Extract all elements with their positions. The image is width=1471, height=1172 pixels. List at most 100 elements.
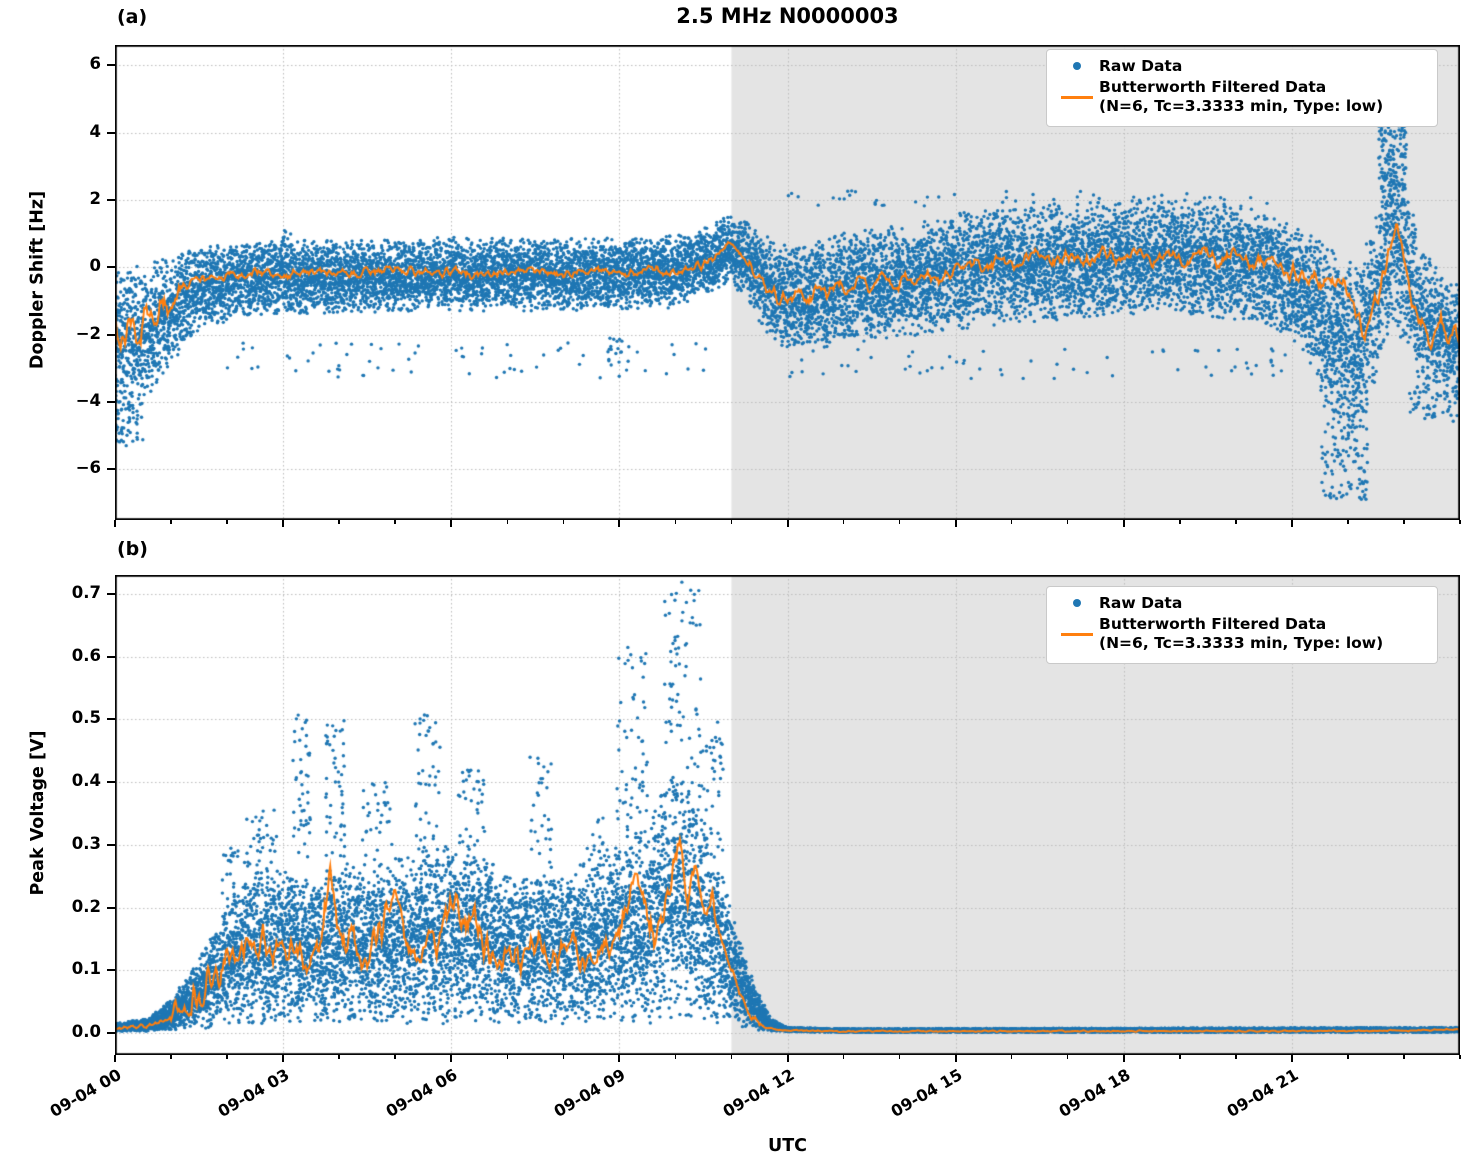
y-tick-mark [107,718,115,721]
y-tick-label: −6 [75,458,101,478]
y-tick-mark [107,266,115,269]
x-minor-tick-mark [338,520,340,524]
x-tick-mark [114,520,116,527]
y-tick-label: 0.2 [71,896,101,916]
legend-raw-data-entry: Raw Data [1055,594,1423,612]
y-tick-label: 0.6 [71,645,101,665]
x-tick-mark [954,520,957,527]
filtered-line-icon [1061,95,1093,99]
x-tick-mark [618,520,621,527]
x-minor-tick-mark [1347,520,1349,524]
x-minor-tick-mark [674,520,677,524]
x-minor-tick-mark [1459,1055,1461,1059]
y-tick-mark [107,131,115,134]
y-tick-label: 0.4 [71,771,101,791]
y-tick-mark [107,592,115,595]
legend-raw-data-label: Raw Data [1099,57,1183,75]
x-minor-tick-mark [1010,520,1013,524]
y-tick-label: −2 [75,323,101,343]
x-minor-tick-mark [1235,1055,1237,1059]
filtered-line-icon [1061,632,1093,636]
legend-filtered-label-line1: Butterworth Filtered Data [1099,78,1327,96]
x-minor-tick-mark [226,520,228,524]
y-tick-mark [107,468,115,471]
x-minor-tick-mark [1010,1055,1013,1059]
x-minor-tick-mark [1347,1055,1349,1059]
raw-data-marker-cell [1055,62,1099,70]
x-minor-tick-mark [1179,1055,1181,1059]
y-tick-mark [107,64,115,67]
x-tick-mark [282,520,285,527]
x-minor-tick-mark [170,1055,172,1059]
panel-a-label: (a) [117,6,148,28]
x-minor-tick-mark [1403,520,1405,524]
x-minor-tick-mark [338,1055,340,1059]
x-tick-mark [786,520,789,527]
figure-title: 2.5 MHz N0000003 [676,4,899,28]
y-tick-mark [107,781,115,784]
x-minor-tick-mark [898,520,901,524]
x-minor-tick-mark [730,1055,733,1059]
y-tick-mark [107,1032,115,1035]
x-tick-mark [450,1055,453,1062]
y-tick-label: 6 [89,54,101,74]
x-tick-mark [114,1055,116,1062]
x-tick-mark [1122,1055,1125,1062]
panel-b-label: (b) [117,538,148,560]
raw-data-dot-icon [1073,62,1081,70]
legend-filtered-entry: Butterworth Filtered Data (N=6, Tc=3.333… [1055,615,1423,654]
x-minor-tick-mark [562,520,565,524]
x-minor-tick-mark [562,1055,565,1059]
x-minor-tick-mark [730,520,733,524]
x-tick-mark [1290,1055,1293,1062]
y-tick-mark [107,969,115,972]
x-axis-label: UTC [768,1136,807,1156]
x-minor-tick-mark [1459,520,1461,524]
y-tick-mark [107,843,115,846]
y-tick-mark [107,333,115,336]
x-tick-mark [1290,520,1293,527]
x-minor-tick-mark [1179,520,1181,524]
x-minor-tick-mark [1066,1055,1069,1059]
y-tick-label: 0.0 [71,1022,101,1042]
x-minor-tick-mark [394,1055,396,1059]
legend-filtered-label-line1: Butterworth Filtered Data [1099,615,1327,633]
x-minor-tick-mark [1066,520,1069,524]
y-tick-label: 0 [89,256,101,276]
x-minor-tick-mark [1235,520,1237,524]
y-tick-label: −4 [75,391,101,411]
x-minor-tick-mark [226,1055,228,1059]
legend-filtered-label-line2: (N=6, Tc=3.3333 min, Type: low) [1099,97,1384,116]
y-tick-label: 0.5 [71,708,101,728]
x-tick-mark [618,1055,621,1062]
y-tick-mark [107,401,115,404]
x-minor-tick-mark [898,1055,901,1059]
y-tick-label: 2 [89,188,101,208]
y-tick-label: 0.7 [71,582,101,602]
legend-filtered-label-line2: (N=6, Tc=3.3333 min, Type: low) [1099,634,1384,653]
raw-data-dot-icon [1073,599,1081,607]
legend-filtered-entry: Butterworth Filtered Data (N=6, Tc=3.333… [1055,78,1423,117]
x-minor-tick-mark [842,1055,845,1059]
x-tick-mark [954,1055,957,1062]
x-minor-tick-mark [170,520,172,524]
y-tick-mark [107,655,115,658]
legend-panel-b: Raw Data Butterworth Filtered Data (N=6,… [1046,586,1438,664]
x-tick-mark [1122,520,1125,527]
x-minor-tick-mark [842,520,845,524]
y-tick-label: 4 [89,121,101,141]
x-minor-tick-mark [506,520,509,524]
doppler-shift-y-axis-label: Doppler Shift [Hz] [27,190,48,370]
legend-raw-data-label: Raw Data [1099,594,1183,612]
legend-raw-data-entry: Raw Data [1055,57,1423,75]
y-tick-mark [107,198,115,201]
x-tick-mark [282,1055,285,1062]
filtered-marker-cell [1055,632,1099,636]
x-minor-tick-mark [674,1055,677,1059]
y-tick-mark [107,906,115,909]
legend-panel-a: Raw Data Butterworth Filtered Data (N=6,… [1046,49,1438,127]
x-tick-mark [450,520,453,527]
x-minor-tick-mark [394,520,396,524]
x-minor-tick-mark [1403,1055,1405,1059]
